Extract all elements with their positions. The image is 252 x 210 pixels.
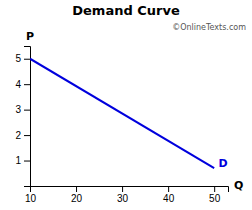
y-tick-mark <box>24 59 30 60</box>
watermark-part: © <box>172 23 180 32</box>
x-tick-mark <box>214 186 215 192</box>
y-tick-mark <box>24 161 30 162</box>
x-axis-line <box>31 187 229 193</box>
x-axis-label: Q <box>234 179 243 192</box>
watermark-part: OnlineTexts <box>180 23 226 32</box>
x-tick: 20 <box>71 186 83 204</box>
x-tick-mark <box>122 186 123 192</box>
x-tick-label: 20 <box>71 193 83 204</box>
chart: 10 20 30 40 50 1 2 3 4 5 Q P D Demand Curve ©OnlineTex… <box>0 0 252 210</box>
y-tick-mark <box>24 110 30 111</box>
y-axis: 1 2 3 4 5 <box>15 47 30 187</box>
y-tick: 4 <box>15 79 30 90</box>
y-tick-mark <box>24 84 30 85</box>
marks <box>30 59 214 168</box>
x-tick: 30 <box>117 186 129 204</box>
y-tick-label: 3 <box>15 104 21 115</box>
y-tick-label: 1 <box>15 155 21 166</box>
x-tick-label: 50 <box>209 193 221 204</box>
y-tick: 1 <box>15 155 30 166</box>
y-tick-mark <box>24 135 30 136</box>
watermark: ©OnlineTexts.com <box>172 23 246 32</box>
x-axis: 10 20 30 40 50 <box>25 186 229 204</box>
demand-line <box>30 59 214 168</box>
watermark-part: .com <box>226 23 246 32</box>
y-tick: 5 <box>15 53 30 64</box>
x-tick-mark <box>76 186 77 192</box>
x-tick: 10 <box>25 186 37 204</box>
x-tick-label: 10 <box>25 193 37 204</box>
plot: 10 20 30 40 50 1 2 3 4 5 Q P D <box>15 30 243 204</box>
y-tick: 3 <box>15 104 30 115</box>
x-tick: 50 <box>209 186 221 204</box>
y-tick: 2 <box>15 130 30 141</box>
x-tick-label: 40 <box>163 193 175 204</box>
y-tick-label: 2 <box>15 130 21 141</box>
y-axis-line <box>24 47 31 187</box>
title: Demand Curve <box>72 3 180 18</box>
y-tick-label: 5 <box>15 53 21 64</box>
annotation: D <box>218 157 227 170</box>
x-tick-label: 30 <box>117 193 129 204</box>
y-tick-label: 4 <box>15 79 21 90</box>
y-axis-label: P <box>26 30 34 43</box>
x-tick: 40 <box>163 186 175 204</box>
x-tick-mark <box>168 186 169 192</box>
